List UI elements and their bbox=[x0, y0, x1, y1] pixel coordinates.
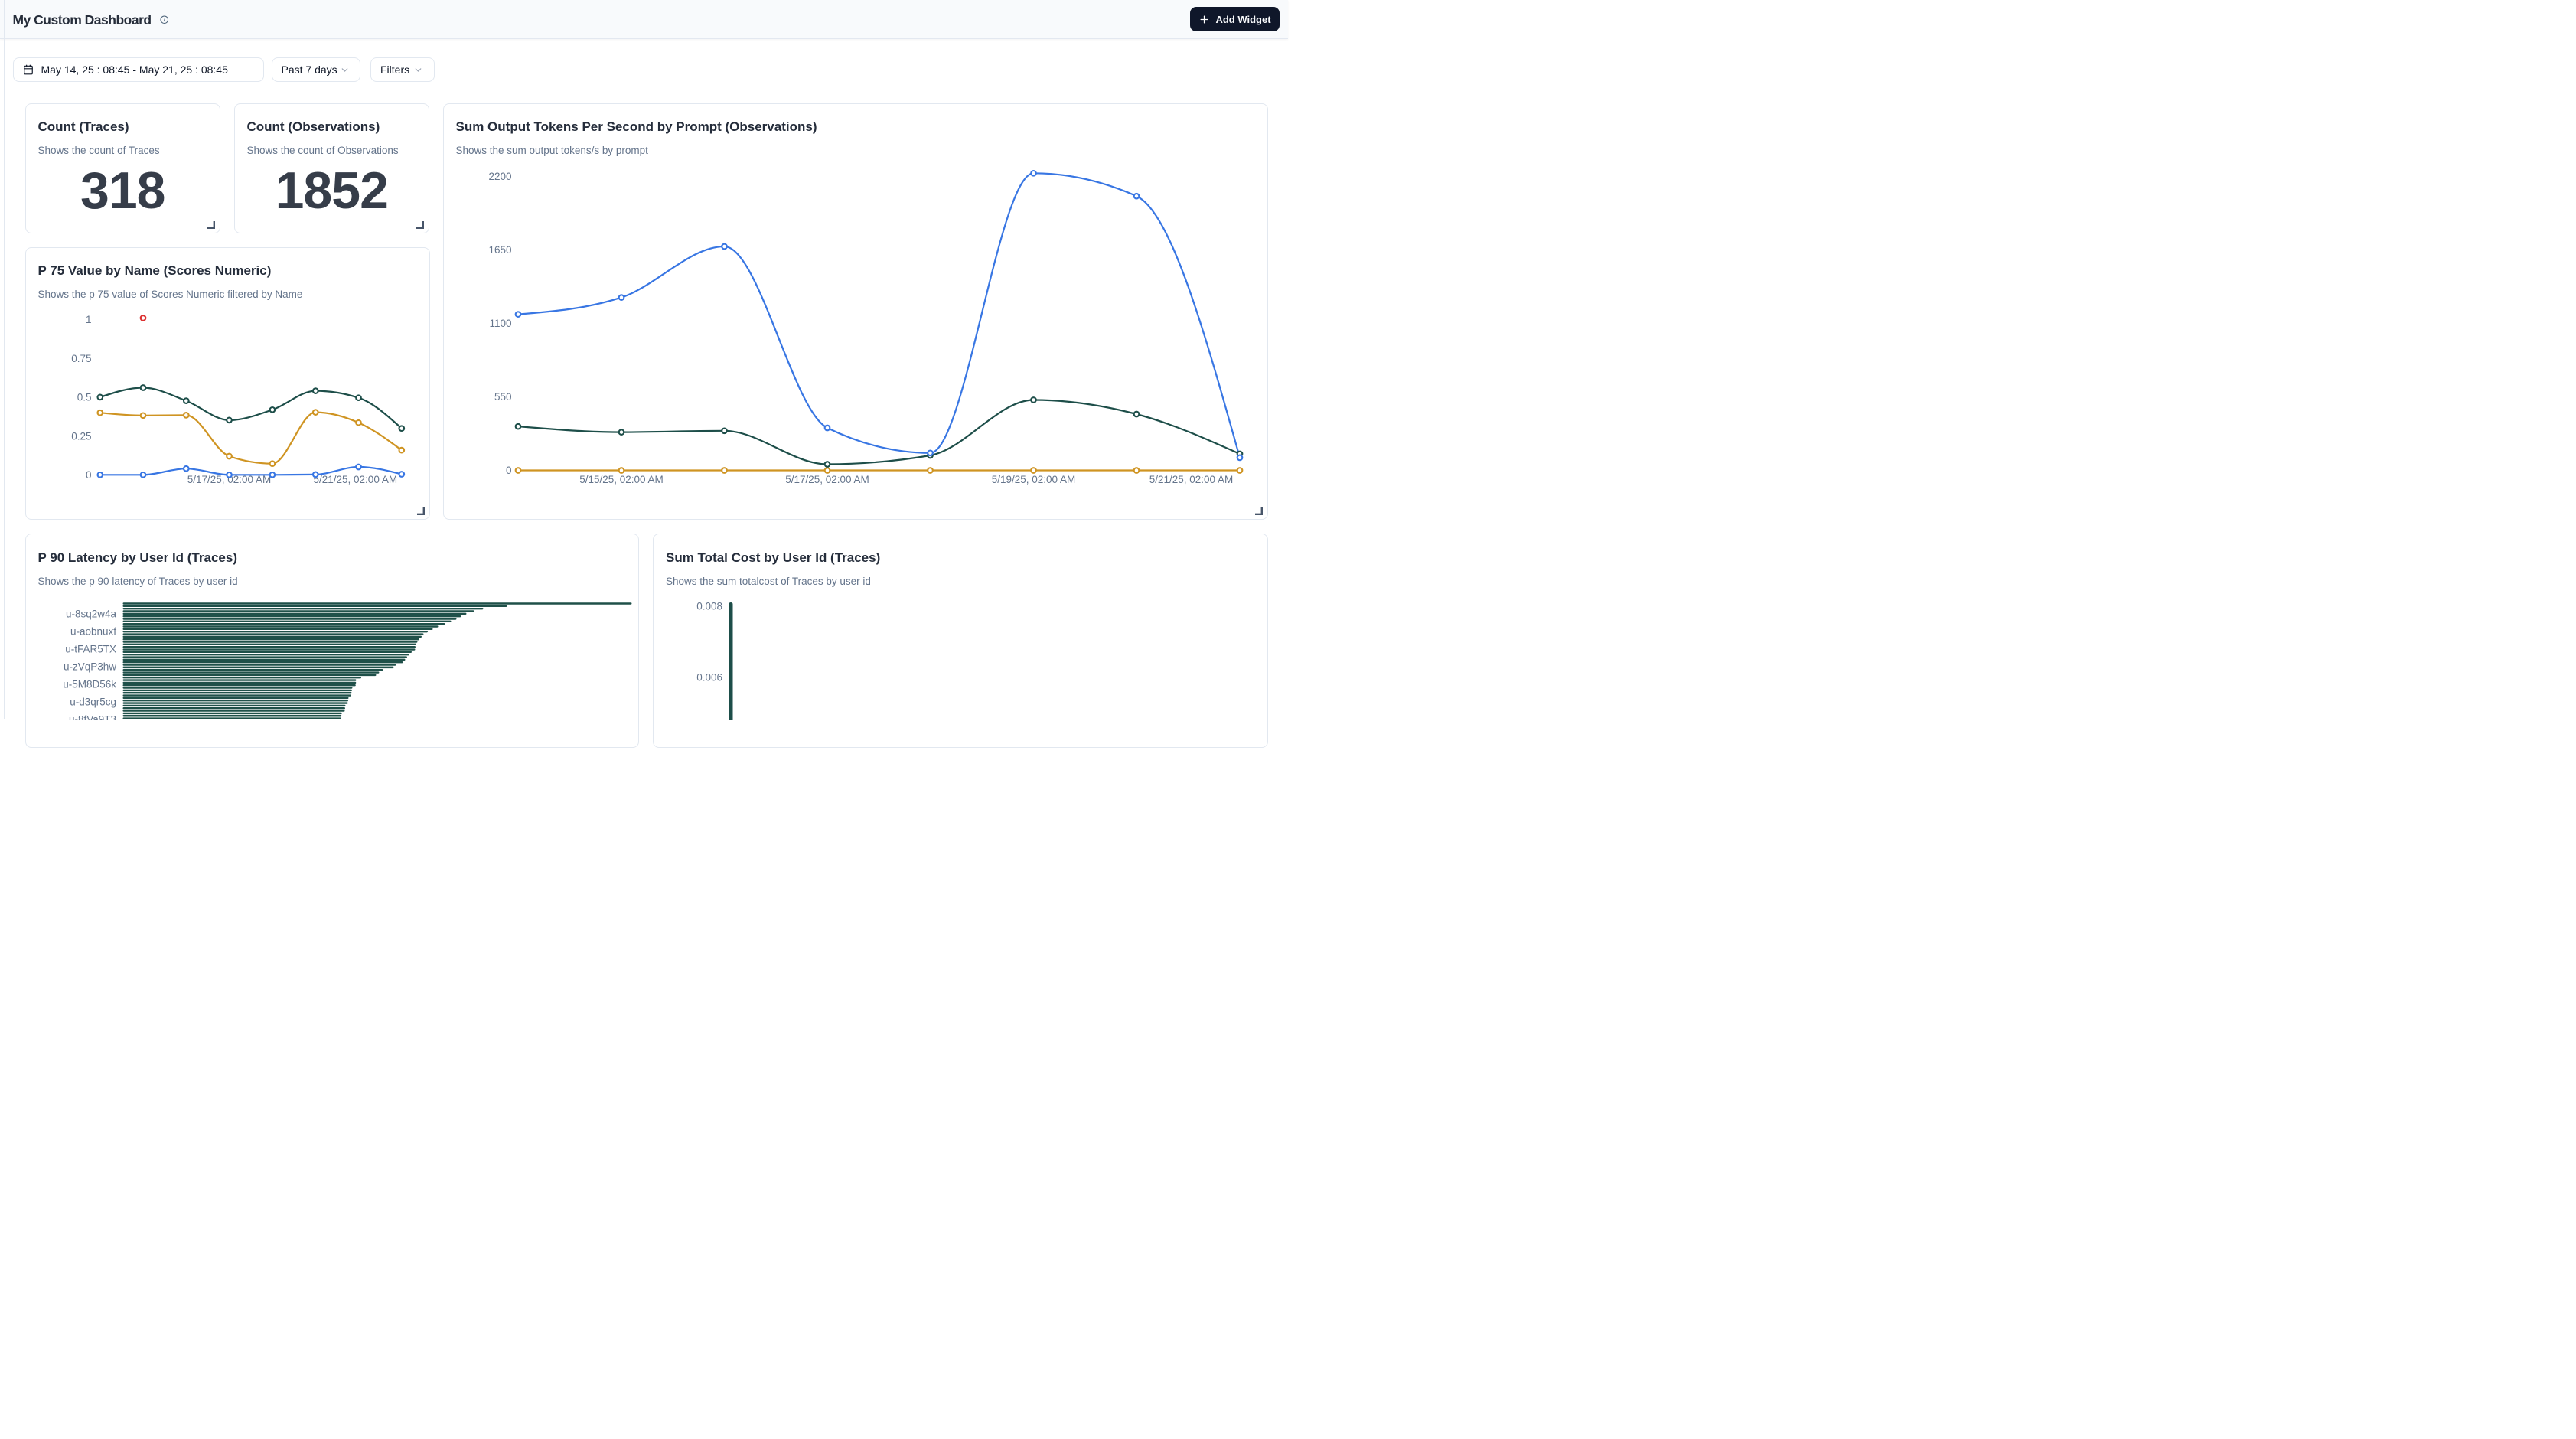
svg-text:0.006: 0.006 bbox=[696, 672, 722, 684]
svg-text:u-aobnuxf: u-aobnuxf bbox=[70, 626, 116, 638]
svg-text:0.008: 0.008 bbox=[696, 601, 722, 612]
svg-text:5/21/25, 02:00 AM: 5/21/25, 02:00 AM bbox=[313, 474, 397, 485]
svg-text:0.5: 0.5 bbox=[77, 391, 91, 403]
svg-text:1: 1 bbox=[85, 314, 91, 325]
svg-text:1650: 1650 bbox=[488, 244, 511, 256]
svg-text:u-zVqP3hw: u-zVqP3hw bbox=[63, 661, 116, 673]
svg-text:5/17/25, 02:00 AM: 5/17/25, 02:00 AM bbox=[187, 474, 271, 485]
svg-text:u-8fVa9T3: u-8fVa9T3 bbox=[68, 714, 116, 721]
svg-text:5/17/25, 02:00 AM: 5/17/25, 02:00 AM bbox=[785, 474, 869, 485]
svg-text:0: 0 bbox=[85, 469, 91, 481]
svg-text:0.25: 0.25 bbox=[71, 430, 91, 442]
svg-text:u-8sq2w4a: u-8sq2w4a bbox=[65, 609, 116, 620]
svg-text:1100: 1100 bbox=[489, 318, 511, 329]
svg-text:550: 550 bbox=[494, 391, 511, 403]
svg-text:5/15/25, 02:00 AM: 5/15/25, 02:00 AM bbox=[579, 474, 664, 485]
svg-text:5/21/25, 02:00 AM: 5/21/25, 02:00 AM bbox=[1149, 474, 1233, 485]
svg-text:5/19/25, 02:00 AM: 5/19/25, 02:00 AM bbox=[991, 474, 1075, 485]
svg-text:u-5M8D56k: u-5M8D56k bbox=[63, 679, 116, 690]
svg-text:0: 0 bbox=[505, 465, 511, 476]
svg-text:u-d3qr5cg: u-d3qr5cg bbox=[70, 697, 116, 708]
svg-text:2200: 2200 bbox=[488, 171, 511, 182]
svg-text:0.75: 0.75 bbox=[71, 352, 91, 364]
svg-text:u-tFAR5TX: u-tFAR5TX bbox=[65, 644, 116, 655]
